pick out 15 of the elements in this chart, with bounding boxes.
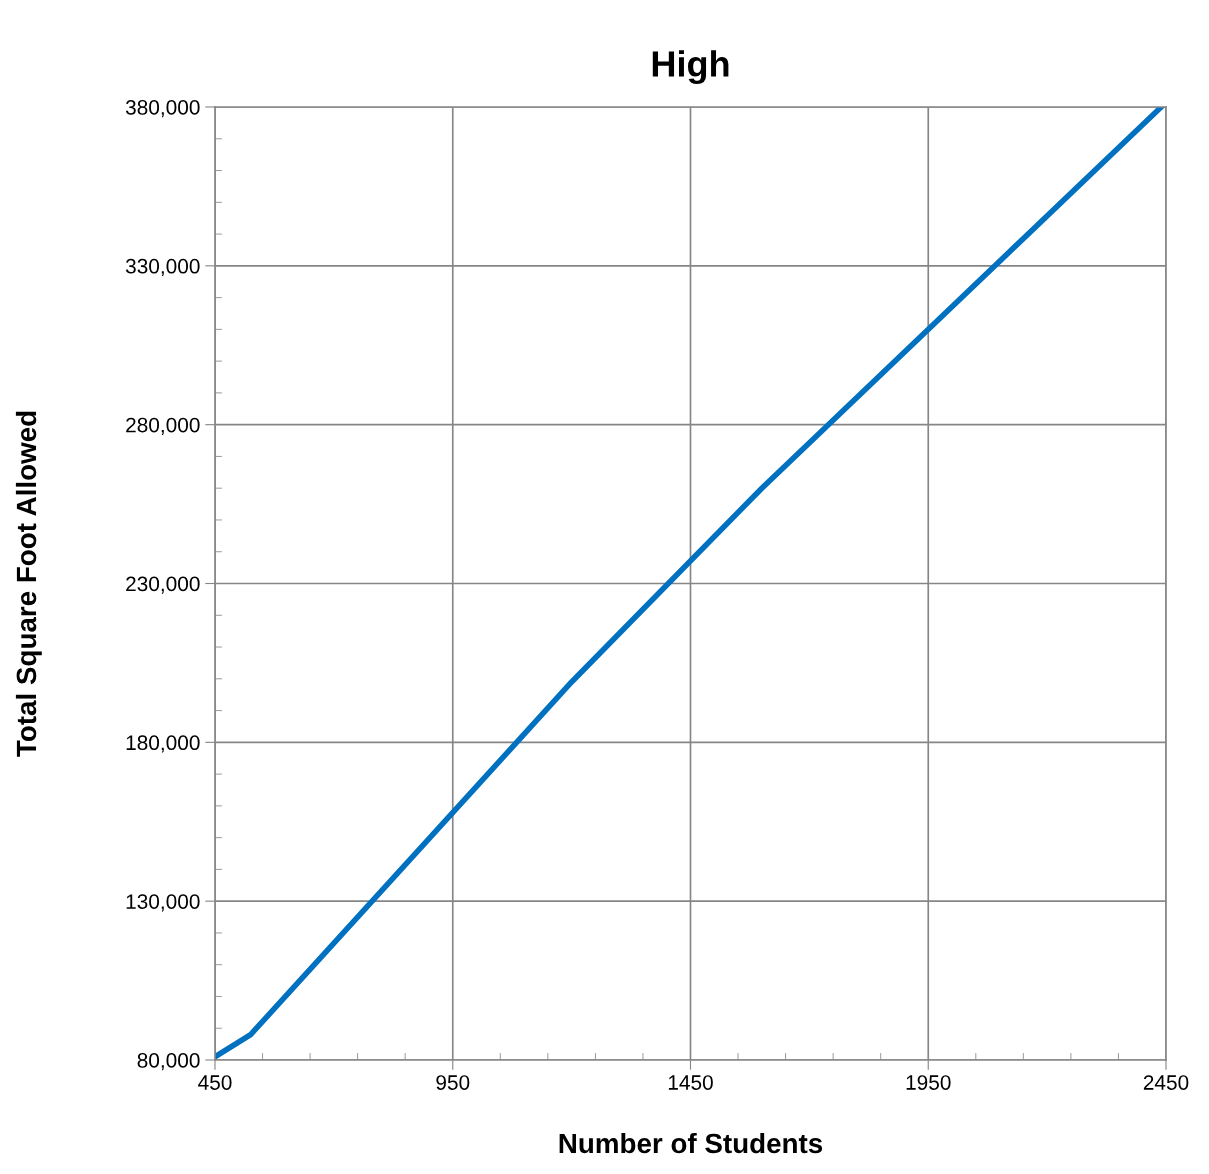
x-tick-label: 2450 [1143,1075,1189,1090]
x-tick-label: 1450 [668,1075,713,1090]
x-tick-label: 450 [198,1075,232,1090]
y-tick-label: 380,000 [125,100,200,118]
y-tick-label: 230,000 [126,576,200,594]
y-tick-label: 80,000 [137,1053,200,1071]
y-tick-label: 330,000 [125,258,200,277]
x-tick-label: 1950 [906,1075,951,1090]
x-tick-label: 950 [436,1075,470,1090]
y-tick-label: 130,000 [126,894,200,912]
y-tick-label: 280,000 [126,417,200,435]
x-axis-title: Number of Students [559,1132,823,1154]
y-tick-label: 180,000 [126,735,200,753]
chart-title: High [652,50,729,85]
y-axis-title: Total Square Foot Allowed [15,411,42,757]
